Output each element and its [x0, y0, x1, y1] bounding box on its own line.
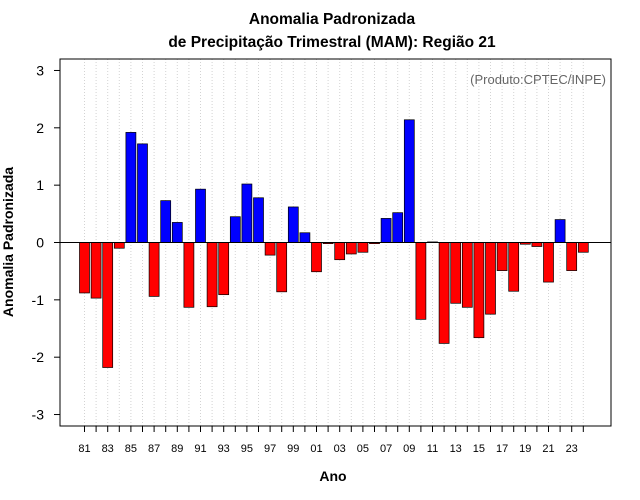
bar-13	[450, 242, 462, 304]
bar-90	[183, 242, 195, 308]
y-tick-label: 3	[36, 62, 44, 78]
bar-95	[241, 183, 253, 243]
bar-89	[171, 222, 183, 243]
bar-10	[415, 242, 427, 320]
bar-15	[473, 242, 485, 339]
bar-00	[299, 232, 311, 243]
x-tick-label: 13	[450, 443, 462, 455]
bar-92	[206, 242, 218, 308]
y-tick-label: -1	[32, 292, 45, 308]
bar-91	[195, 188, 206, 243]
x-tick-label: 95	[241, 443, 253, 455]
x-tick-label: 01	[310, 443, 322, 455]
bar-16	[485, 242, 496, 315]
bar-96	[253, 197, 264, 243]
x-tick-label: 81	[78, 443, 90, 455]
x-tick-label: 23	[566, 443, 578, 455]
credit-label: (Produto:CPTEC/INPE)	[470, 72, 606, 87]
bar-22	[554, 219, 566, 243]
x-tick-label: 11	[427, 443, 438, 455]
y-tick-label: -3	[32, 407, 45, 423]
x-tick-label: 89	[171, 443, 183, 455]
bar-05	[357, 242, 369, 253]
bar-87	[148, 242, 160, 297]
bar-18	[508, 242, 520, 292]
y-tick-label: 1	[36, 177, 44, 193]
bar-86	[137, 143, 148, 243]
y-tick-label: 0	[36, 235, 44, 251]
bar-98	[276, 242, 288, 293]
bar-17	[496, 242, 508, 271]
bar-01	[311, 242, 322, 273]
x-tick-label: 07	[380, 443, 392, 455]
x-tick-label: 99	[287, 443, 299, 455]
x-tick-label: 91	[194, 443, 206, 455]
bars	[79, 119, 589, 368]
bar-21	[543, 242, 554, 283]
x-tick-label: 93	[218, 443, 230, 455]
bar-14	[461, 242, 473, 308]
bar-04	[345, 242, 357, 255]
bar-24	[577, 242, 589, 253]
bar-85	[125, 132, 137, 243]
x-tick-label: 85	[125, 443, 137, 455]
bar-08	[392, 212, 404, 243]
y-axis-label: Anomalia Padronizada	[0, 167, 16, 317]
bar-94	[229, 216, 241, 243]
x-tick-label: 19	[519, 443, 531, 455]
bar-20	[531, 242, 543, 247]
bar-03	[334, 242, 346, 261]
y-tick-label: -2	[32, 349, 45, 365]
bar-07	[380, 218, 392, 243]
bar-84	[113, 242, 125, 249]
bar-83	[102, 242, 114, 368]
bar-99	[287, 206, 299, 243]
bar-81	[79, 242, 90, 294]
bar-97	[264, 242, 276, 256]
y-axis: -3 -2 -1 0 1 2 3	[32, 62, 60, 423]
x-tick-label: 97	[264, 443, 276, 455]
x-axis-label: Ano	[319, 468, 346, 484]
bar-82	[90, 242, 102, 299]
bar-93	[218, 242, 230, 296]
x-axis: 81 83 85 87 89 91 93 95 97 99 01 03 05 07 09 11 13 15 17 19…	[78, 426, 584, 455]
bar-88	[160, 200, 172, 243]
x-tick-label: 17	[496, 443, 508, 455]
x-tick-label: 03	[334, 443, 346, 455]
x-tick-label: 83	[102, 443, 114, 455]
x-tick-label: 05	[357, 443, 369, 455]
x-tick-label: 15	[473, 443, 485, 455]
x-tick-label: 09	[403, 443, 415, 455]
y-tick-label: 2	[36, 120, 44, 136]
bar-12	[438, 242, 450, 344]
chart-title-line2: de Precipitação Trimestral (MAM): Região…	[168, 34, 496, 51]
chart-title-line1: Anomalia Padronizada	[249, 11, 416, 28]
x-tick-label: 21	[542, 443, 554, 455]
x-tick-label: 87	[148, 443, 160, 455]
bar-09	[403, 119, 415, 243]
bar-23	[566, 242, 578, 271]
